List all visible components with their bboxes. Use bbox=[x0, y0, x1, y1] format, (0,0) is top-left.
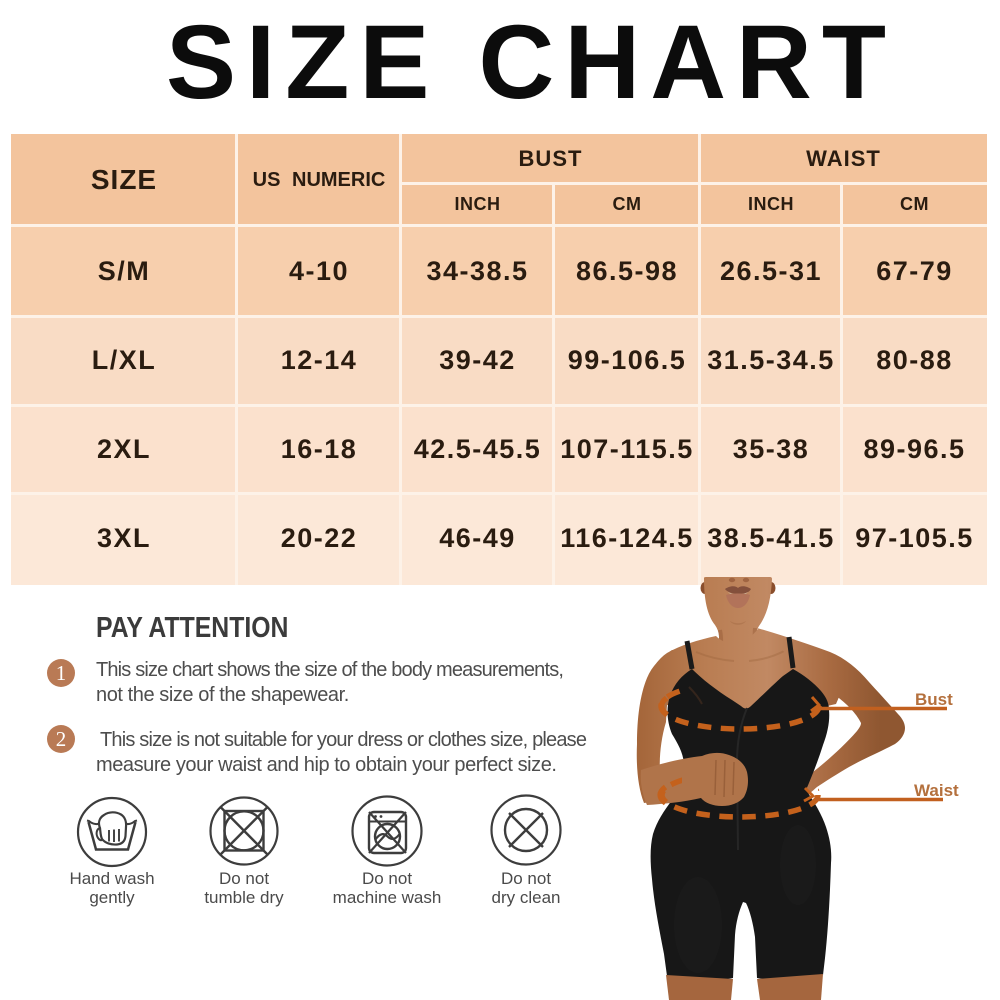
svg-text:Waist: Waist bbox=[914, 781, 959, 800]
svg-text:Bust: Bust bbox=[915, 690, 953, 709]
